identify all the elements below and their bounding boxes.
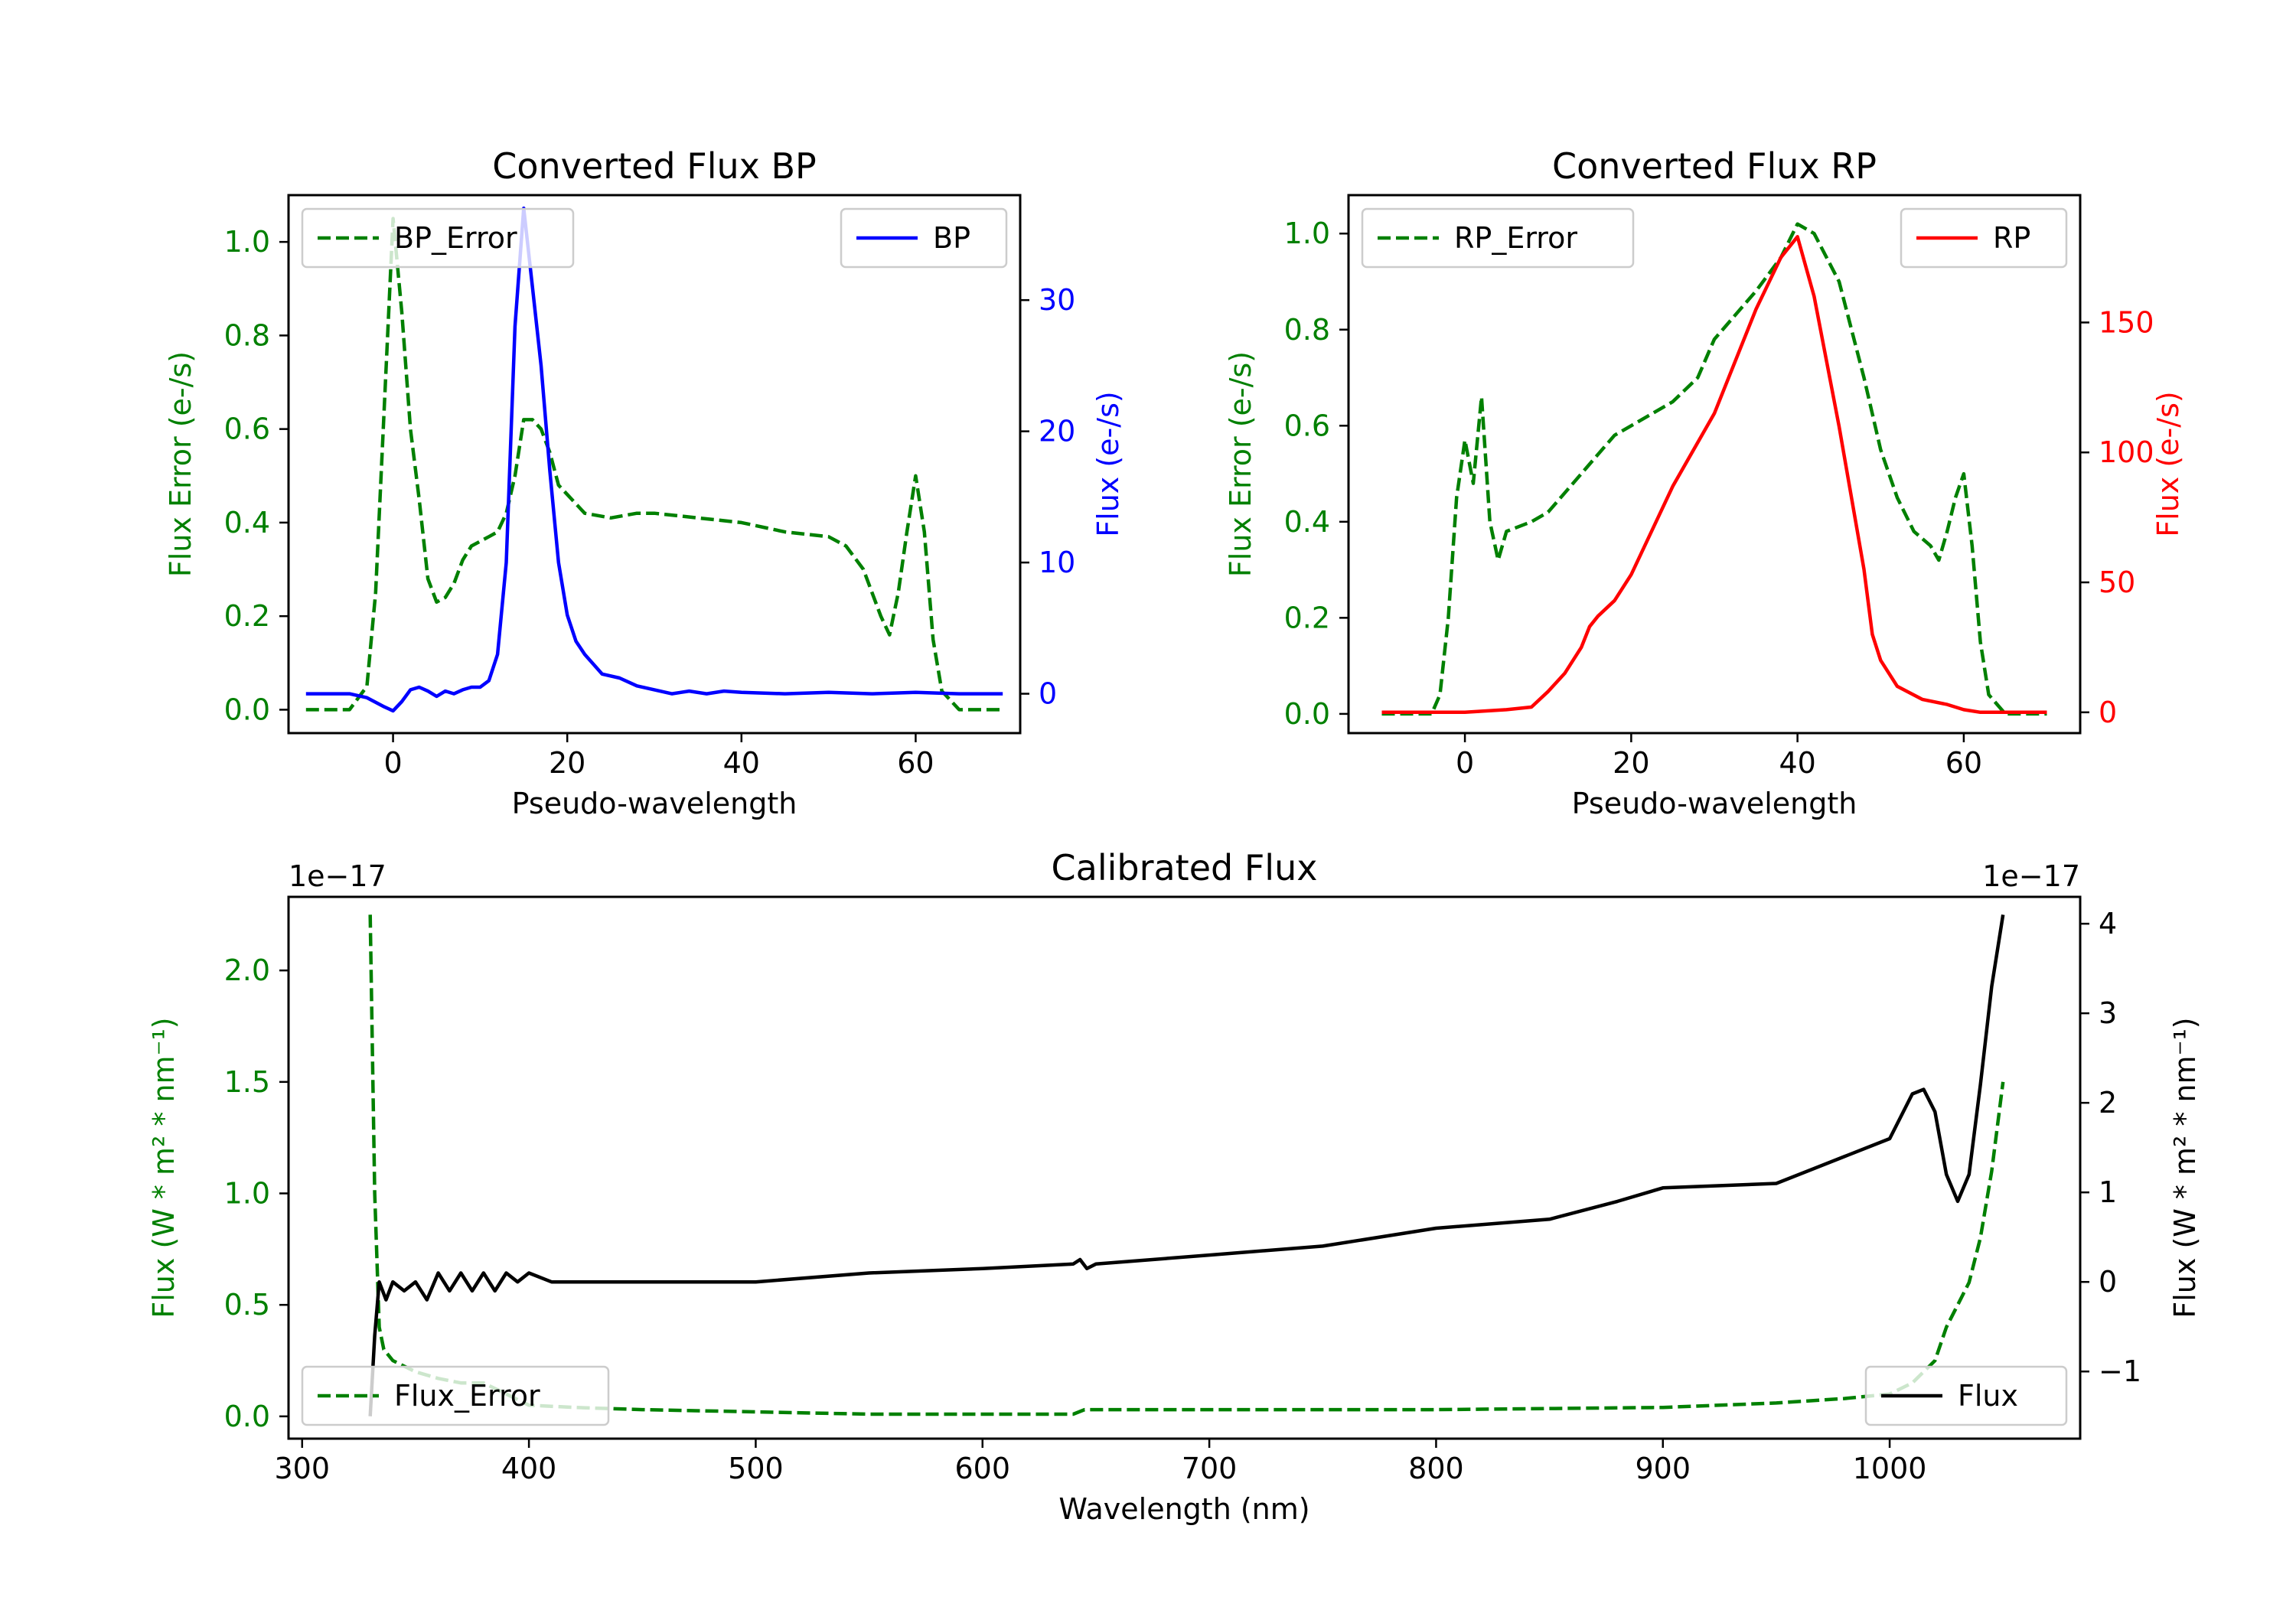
y-right-tick-label: 0 [2099, 696, 2117, 729]
legend-flux: Flux [1864, 1365, 2068, 1426]
legend-label: Flux [1958, 1379, 2018, 1413]
legend-label: RP [1993, 221, 2030, 255]
y-right-axis-label: Flux (e-/s) [1091, 391, 1125, 536]
y-left-tick-label: 0.2 [1284, 601, 1330, 634]
series-line-flux [368, 914, 2005, 1416]
y-right-axis-label: Flux (e-/s) [2151, 391, 2185, 536]
chart-1: 0 20 40 60 0.0 0.2 0.4 0.6 0.8 1.0 0 10 20 30 Converte… [164, 145, 1125, 820]
legend-label: Flux_Error [394, 1379, 540, 1413]
legend-bp: BP [840, 207, 1008, 269]
y-right-tick-label: 2 [2099, 1086, 2117, 1120]
y-left-tick-label: 0.0 [224, 1400, 270, 1433]
y-left-tick-label: 0.0 [224, 693, 270, 726]
y-left-tick-label: 1.5 [224, 1065, 270, 1099]
legend-bp-error: BP_Error [301, 207, 575, 269]
x-tick-label: 0 [383, 746, 402, 780]
legend-box [1900, 207, 2068, 269]
y-left-tick-label: 0.6 [224, 412, 270, 446]
legend-box [1864, 1365, 2068, 1426]
y-left-axis-label: Flux Error (e-/s) [164, 351, 197, 577]
chart-title: Converted Flux RP [1552, 145, 1877, 187]
x-tick-label: 600 [955, 1452, 1011, 1485]
legend-box [1361, 207, 1635, 269]
x-tick-label: 500 [728, 1452, 784, 1485]
y-right-tick-label: −1 [2099, 1354, 2141, 1388]
y-right-tick-label: 1 [2099, 1175, 2117, 1209]
y-right-tick-label: 10 [1039, 546, 1075, 579]
x-tick-label: 1000 [1853, 1452, 1927, 1485]
x-axis-label: Wavelength (nm) [1058, 1492, 1309, 1526]
legend-flux-error: Flux_Error [301, 1365, 610, 1426]
x-tick-label: 900 [1635, 1452, 1691, 1485]
legend-label: BP_Error [394, 221, 517, 255]
y-right-tick-label: 50 [2099, 566, 2135, 599]
y-left-tick-label: 0.4 [1284, 505, 1330, 539]
y-left-tick-label: 0.4 [224, 506, 270, 539]
chart-3: 300 400 500 600 700 800 900 1000 0.0 0.5 1.0 1.5 2.0… [147, 847, 2202, 1526]
x-tick-label: 300 [275, 1452, 331, 1485]
y-right-tick-label: 4 [2099, 907, 2117, 940]
x-tick-label: 40 [1779, 746, 1815, 780]
x-axis-label: Pseudo-wavelength [1572, 787, 1857, 820]
x-tick-label: 800 [1408, 1452, 1464, 1485]
x-axis-label: Pseudo-wavelength [512, 787, 797, 820]
chart-title: Calibrated Flux [1052, 847, 1318, 888]
y-right-tick-label: 100 [2099, 435, 2154, 469]
plot-frame [1347, 194, 2082, 735]
y-right-tick-label: 20 [1039, 415, 1075, 448]
legend-box [301, 1365, 610, 1426]
y-right-offset-label: 1e−17 [1982, 859, 2080, 893]
series-line-bp-error [305, 217, 1003, 712]
legend-box [301, 207, 575, 269]
y-left-axis-label: Flux (W * m² * nm⁻¹) [147, 1017, 181, 1318]
chart-2: 0 20 40 60 0.0 0.2 0.4 0.6 0.8 1.0 0 50 100 150 Conver… [1224, 145, 2185, 820]
plot-frame [287, 895, 2082, 1440]
series-line-bp [305, 206, 1003, 713]
x-tick-label: 400 [501, 1452, 557, 1485]
y-left-axis-label: Flux Error (e-/s) [1224, 351, 1257, 577]
x-tick-label: 60 [1945, 746, 1982, 780]
legend-rp: RP [1900, 207, 2068, 269]
y-left-offset-label: 1e−17 [289, 859, 386, 893]
y-left-tick-label: 0.2 [224, 599, 270, 633]
y-right-tick-label: 3 [2099, 996, 2117, 1030]
y-left-tick-label: 0.0 [1284, 697, 1330, 731]
x-tick-label: 20 [549, 746, 585, 780]
plot-frame [287, 194, 1022, 735]
series-line-flux-error [368, 914, 2005, 1416]
y-left-tick-label: 0.8 [224, 318, 270, 352]
legend-rp-error: RP_Error [1361, 207, 1635, 269]
y-left-tick-label: 1.0 [224, 225, 270, 259]
series-line-rp [1381, 235, 2047, 715]
x-tick-label: 60 [897, 746, 934, 780]
y-left-tick-label: 0.8 [1284, 313, 1330, 347]
y-right-tick-label: 150 [2099, 305, 2154, 339]
x-tick-label: 40 [723, 746, 760, 780]
legend-label: RP_Error [1454, 221, 1577, 255]
y-right-axis-label: Flux (W * m² * nm⁻¹) [2168, 1017, 2202, 1318]
x-tick-label: 20 [1613, 746, 1649, 780]
series-line-rp-error [1381, 222, 2047, 716]
legend-label: BP [933, 221, 970, 255]
x-tick-label: 0 [1456, 746, 1474, 780]
y-left-tick-label: 0.6 [1284, 409, 1330, 442]
y-left-tick-label: 1.0 [1284, 217, 1330, 250]
legend-box [840, 207, 1008, 269]
y-right-tick-label: 30 [1039, 283, 1075, 317]
chart-title: Converted Flux BP [492, 145, 817, 187]
x-tick-label: 700 [1182, 1452, 1238, 1485]
y-left-tick-label: 0.5 [224, 1288, 270, 1322]
y-right-tick-label: 0 [2099, 1265, 2117, 1299]
y-left-tick-label: 2.0 [224, 953, 270, 987]
y-left-tick-label: 1.0 [224, 1177, 270, 1211]
y-right-tick-label: 0 [1039, 677, 1057, 711]
